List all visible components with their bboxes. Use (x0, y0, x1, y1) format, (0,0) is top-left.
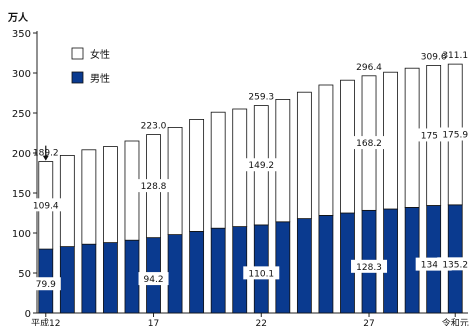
bar-male (81, 243, 97, 314)
data-label-total: 296.4 (356, 63, 382, 73)
data-label-female: 109.4 (33, 201, 59, 211)
data-label-female-bg (243, 158, 280, 172)
data-label-male-bg (351, 259, 388, 273)
data-label-total: 309.6 (421, 52, 447, 62)
x-tick-label: 17 (148, 319, 159, 326)
bar-male (296, 218, 312, 314)
legend-label: 男性 (90, 72, 110, 85)
bar-female (210, 111, 226, 229)
data-label-male: 134.4 (421, 261, 447, 271)
bar-female (296, 91, 312, 219)
bar-male (189, 230, 205, 314)
y-tick-label: 0 (25, 309, 31, 320)
data-label-male: 128.3 (356, 263, 382, 273)
legend-swatch (71, 71, 84, 84)
bar-male (318, 214, 334, 314)
bar-female (81, 149, 97, 245)
data-label-female: 175.1 (421, 131, 447, 141)
y-tick-label: 200 (12, 149, 31, 160)
x-tick-label: 27 (363, 319, 374, 326)
data-label-total: 311.1 (442, 51, 468, 61)
data-label-male-bg (243, 266, 280, 280)
bar-female (189, 119, 205, 232)
bar-male (210, 227, 226, 314)
data-label-female: 168.2 (356, 139, 382, 149)
data-label-total: 223.0 (141, 122, 167, 132)
data-label-female: 175.9 (442, 130, 468, 140)
y-unit-label: 万人 (7, 11, 29, 24)
bar-female (103, 146, 118, 244)
data-label-male: 135.2 (442, 260, 468, 270)
x-tick-label: 令和元 (442, 317, 469, 326)
data-label-male-bg (30, 277, 61, 291)
x-tick-label: 平成12 (31, 317, 60, 326)
x-tick-label: 22 (256, 319, 267, 326)
data-label-female-bg (437, 127, 471, 141)
bar-male (59, 246, 75, 314)
data-label-female-bg (351, 136, 388, 150)
y-tick-label: 50 (18, 269, 31, 280)
y-tick-label: 150 (12, 189, 31, 200)
total-arrow-head (42, 155, 49, 161)
data-label-male-bg (437, 257, 471, 271)
bar-male (103, 242, 118, 314)
data-label-male: 94.2 (144, 275, 164, 285)
data-label-female: 128.8 (141, 182, 167, 192)
legend-label: 女性 (90, 48, 110, 61)
data-label-male: 110.1 (248, 269, 274, 279)
legend-swatch (71, 47, 84, 60)
y-tick-label: 350 (12, 29, 31, 40)
data-label-female-bg (27, 198, 64, 212)
data-label-female: 149.2 (248, 161, 274, 171)
bar-male (167, 234, 183, 314)
y-tick-label: 250 (12, 109, 31, 120)
y-tick-label: 300 (12, 69, 31, 80)
data-label-female-bg (135, 179, 172, 193)
bar-male (124, 239, 140, 314)
y-tick-label: 100 (12, 229, 31, 240)
data-label-male-bg (138, 272, 169, 286)
data-label-total: 259.3 (248, 93, 274, 103)
data-label-male: 79.9 (36, 280, 56, 290)
bar-female (318, 84, 334, 216)
